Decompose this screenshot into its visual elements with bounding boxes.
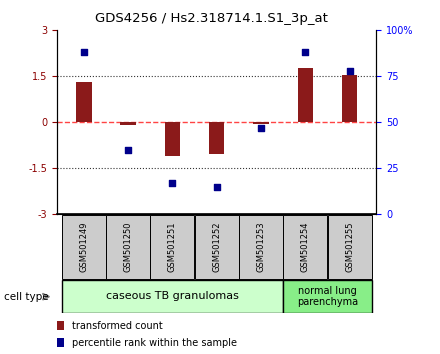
- FancyBboxPatch shape: [239, 215, 283, 279]
- Text: percentile rank within the sample: percentile rank within the sample: [72, 338, 237, 348]
- Point: [169, 180, 176, 186]
- Bar: [120, 122, 136, 125]
- FancyBboxPatch shape: [62, 215, 106, 279]
- Text: GSM501255: GSM501255: [345, 222, 354, 272]
- Bar: [165, 122, 180, 156]
- Bar: [253, 122, 269, 124]
- Text: GSM501253: GSM501253: [257, 222, 265, 272]
- Bar: [209, 122, 224, 154]
- Text: GSM501252: GSM501252: [212, 222, 221, 272]
- FancyBboxPatch shape: [106, 215, 150, 279]
- Text: normal lung
parenchyma: normal lung parenchyma: [297, 286, 358, 307]
- Text: GSM501254: GSM501254: [301, 222, 310, 272]
- Text: GSM501250: GSM501250: [124, 222, 132, 272]
- Bar: [76, 82, 92, 122]
- FancyBboxPatch shape: [328, 215, 371, 279]
- Text: cell type: cell type: [4, 292, 49, 302]
- Point: [213, 184, 220, 189]
- Text: caseous TB granulomas: caseous TB granulomas: [106, 291, 239, 302]
- Point: [346, 68, 353, 73]
- Text: transformed count: transformed count: [72, 321, 162, 331]
- Point: [80, 49, 87, 55]
- Point: [257, 125, 264, 131]
- FancyBboxPatch shape: [195, 215, 238, 279]
- Text: GSM501251: GSM501251: [168, 222, 177, 272]
- FancyBboxPatch shape: [283, 280, 371, 313]
- Bar: [342, 75, 357, 122]
- FancyBboxPatch shape: [62, 280, 283, 313]
- Text: GDS4256 / Hs2.318714.1.S1_3p_at: GDS4256 / Hs2.318714.1.S1_3p_at: [95, 12, 328, 25]
- FancyBboxPatch shape: [283, 215, 327, 279]
- Bar: [297, 68, 313, 122]
- Text: GSM501249: GSM501249: [79, 222, 88, 272]
- Point: [302, 49, 309, 55]
- Point: [125, 147, 132, 153]
- FancyBboxPatch shape: [150, 215, 194, 279]
- Bar: [57, 321, 64, 330]
- Bar: [57, 338, 64, 347]
